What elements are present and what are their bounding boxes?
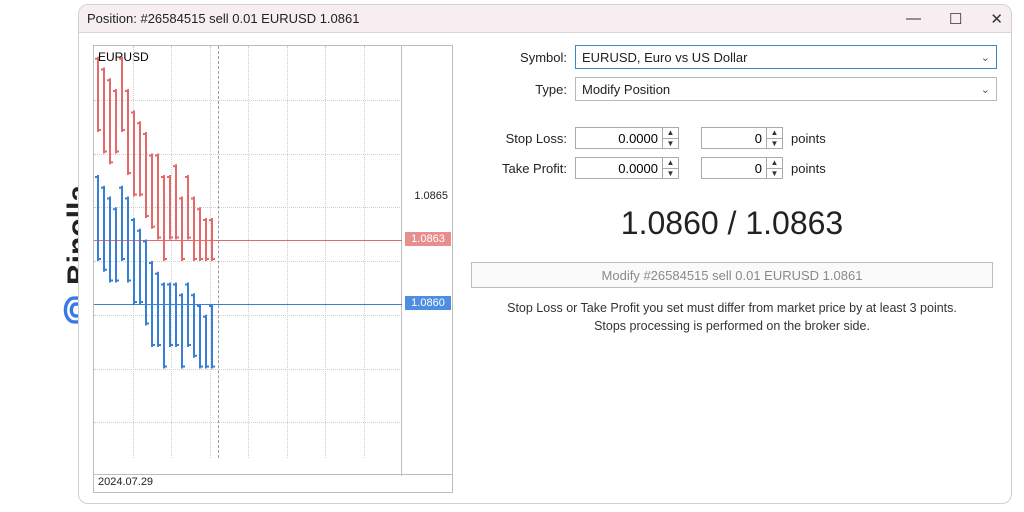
- titlebar: Position: #26584515 sell 0.01 EURUSD 1.0…: [79, 5, 1011, 33]
- take-profit-spinner[interactable]: ▲▼: [575, 157, 679, 179]
- price-badge: 1.0863: [405, 232, 451, 246]
- bid-ask-price: 1.0860 / 1.0863: [467, 205, 997, 242]
- spinner-down-icon[interactable]: ▼: [767, 139, 782, 149]
- price-chart: EURUSD 2024.07.29 1.08651.08631.0860: [93, 45, 453, 493]
- type-select-value: Modify Position: [582, 82, 670, 97]
- minimize-icon[interactable]: —: [906, 10, 921, 27]
- window-title: Position: #26584515 sell 0.01 EURUSD 1.0…: [87, 11, 359, 26]
- symbol-label: Symbol:: [467, 50, 575, 65]
- close-icon[interactable]: ✕: [990, 10, 1003, 28]
- take-profit-input[interactable]: [576, 158, 662, 178]
- take-profit-label: Take Profit:: [467, 161, 575, 176]
- take-profit-points-spinner[interactable]: ▲▼: [701, 157, 783, 179]
- type-select[interactable]: Modify Position ⌄: [575, 77, 997, 101]
- chart-ytick: 1.0865: [414, 190, 448, 202]
- stop-loss-input[interactable]: [576, 128, 662, 148]
- hint-line-2: Stops processing is performed on the bro…: [467, 318, 997, 336]
- modify-button[interactable]: Modify #26584515 sell 0.01 EURUSD 1.0861: [471, 262, 993, 288]
- spinner-up-icon[interactable]: ▲: [663, 128, 678, 139]
- price-badge: 1.0860: [405, 296, 451, 310]
- points-unit: points: [791, 131, 826, 146]
- chart-date-label: 2024.07.29: [98, 476, 153, 488]
- chevron-down-icon: ⌄: [981, 83, 990, 96]
- spinner-down-icon[interactable]: ▼: [663, 169, 678, 179]
- points-unit: points: [791, 161, 826, 176]
- stop-loss-points-input[interactable]: [702, 128, 766, 148]
- spinner-up-icon[interactable]: ▲: [767, 128, 782, 139]
- chevron-down-icon: ⌄: [981, 51, 990, 64]
- stop-loss-points-spinner[interactable]: ▲▼: [701, 127, 783, 149]
- order-form: Symbol: EURUSD, Euro vs US Dollar ⌄ Type…: [467, 45, 997, 493]
- symbol-select[interactable]: EURUSD, Euro vs US Dollar ⌄: [575, 45, 997, 69]
- hint-line-1: Stop Loss or Take Profit you set must di…: [467, 300, 997, 318]
- spinner-up-icon[interactable]: ▲: [663, 158, 678, 169]
- modify-position-dialog: Position: #26584515 sell 0.01 EURUSD 1.0…: [78, 4, 1012, 504]
- stop-loss-spinner[interactable]: ▲▼: [575, 127, 679, 149]
- type-label: Type:: [467, 82, 575, 97]
- symbol-select-value: EURUSD, Euro vs US Dollar: [582, 50, 747, 65]
- spinner-down-icon[interactable]: ▼: [663, 139, 678, 149]
- maximize-icon[interactable]: ☐: [949, 10, 962, 28]
- spinner-up-icon[interactable]: ▲: [767, 158, 782, 169]
- hint-text: Stop Loss or Take Profit you set must di…: [467, 300, 997, 335]
- stop-loss-label: Stop Loss:: [467, 131, 575, 146]
- spinner-down-icon[interactable]: ▼: [767, 169, 782, 179]
- take-profit-points-input[interactable]: [702, 158, 766, 178]
